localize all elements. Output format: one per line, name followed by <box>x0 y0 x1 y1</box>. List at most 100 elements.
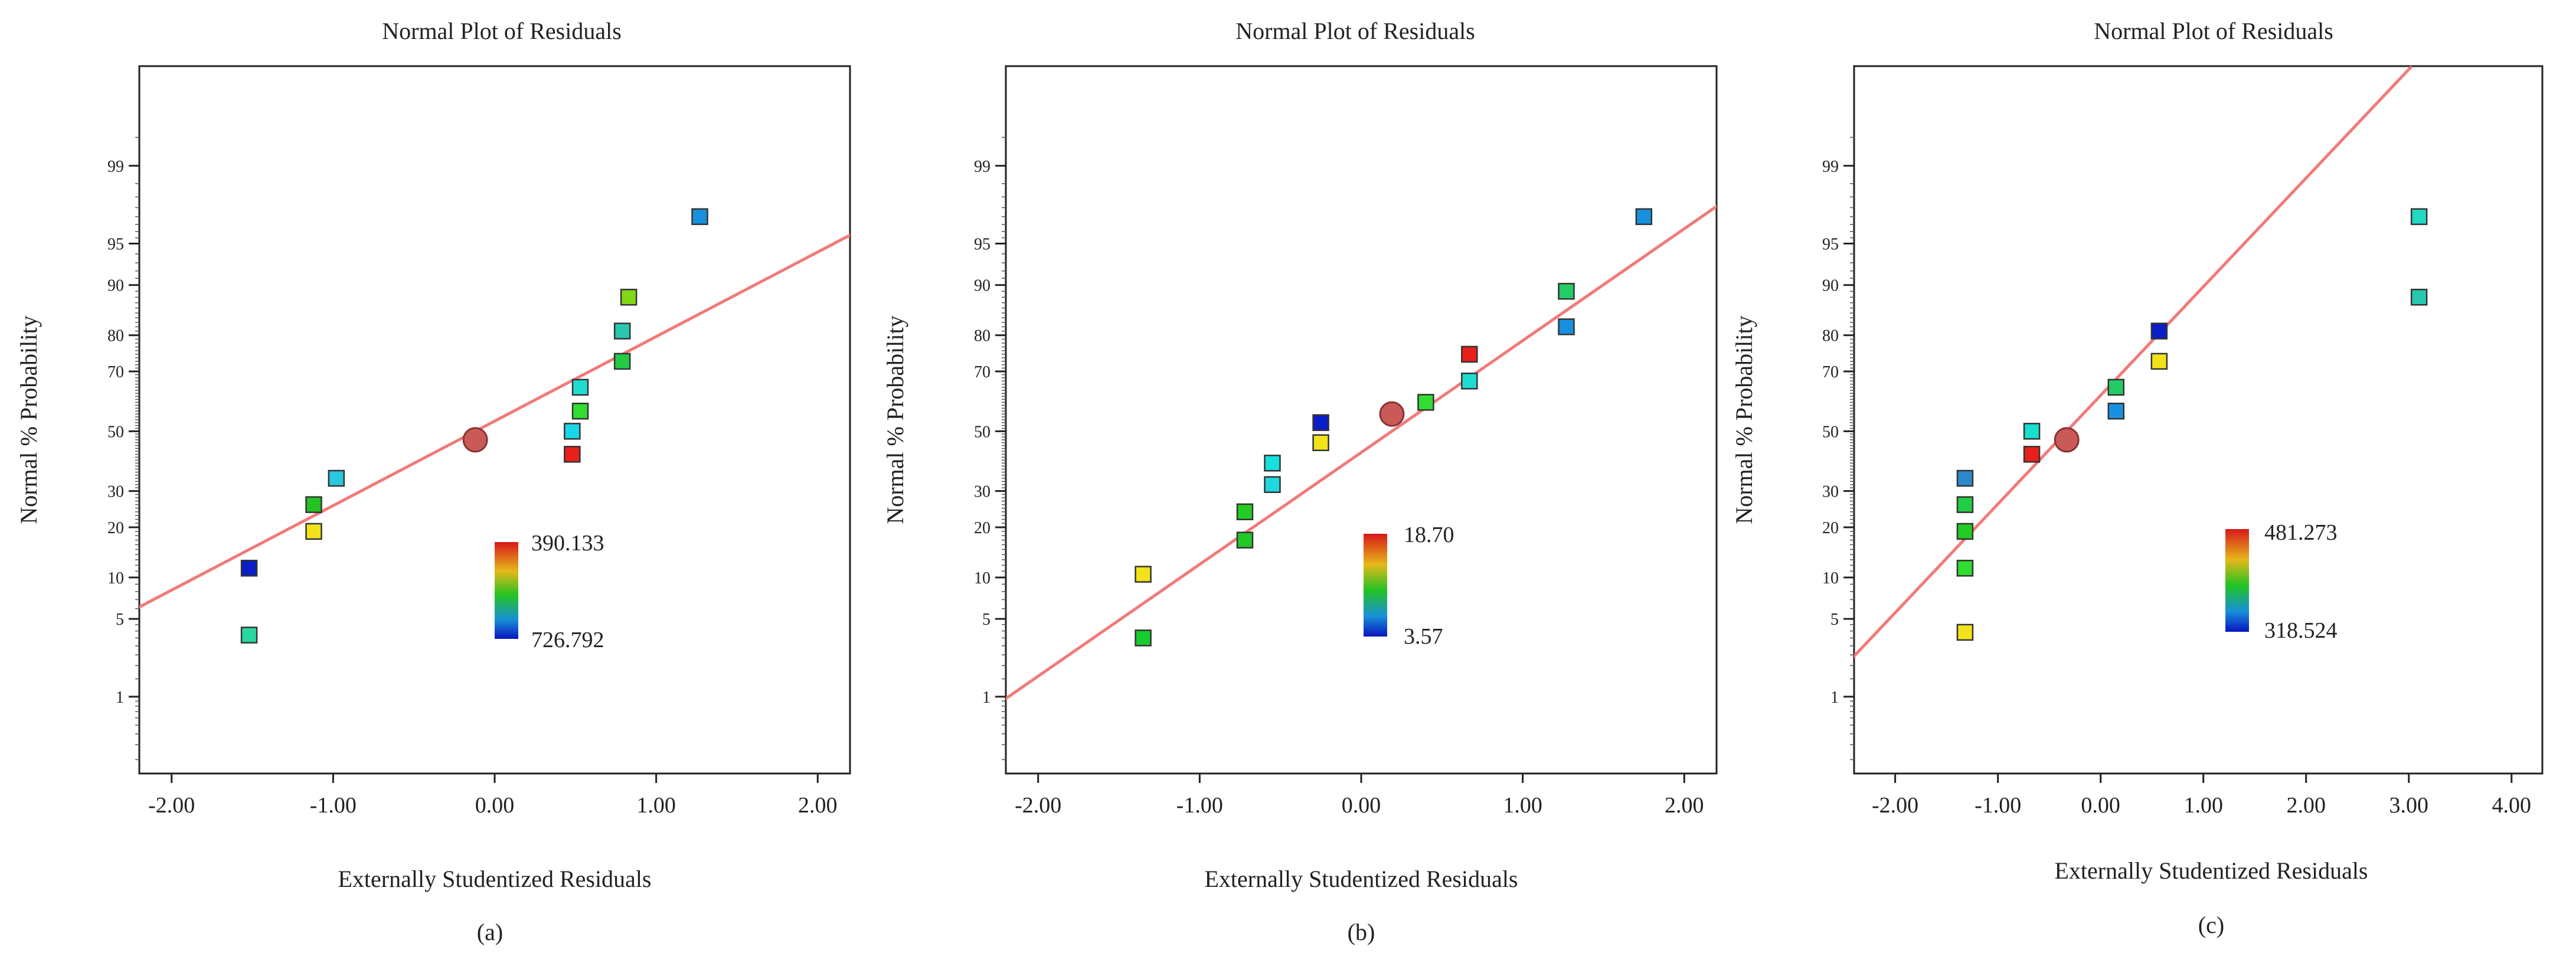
data-point <box>1956 496 1974 513</box>
data-point <box>2107 378 2125 396</box>
fit-line <box>139 233 850 609</box>
x-axis-label: Externally Studentized Residuals <box>338 866 652 892</box>
x-tick-label: -1.00 <box>1176 793 1223 818</box>
y-tick-label: 95 <box>974 235 990 253</box>
data-point <box>1312 434 1329 451</box>
y-axis-label: Normal % Probability <box>882 315 908 524</box>
legend-high-label: 481.273 <box>2264 520 2338 545</box>
y-tick-label: 80 <box>974 327 990 345</box>
legend-color-bar <box>1364 534 1387 637</box>
data-point <box>240 626 258 644</box>
data-point <box>613 322 631 340</box>
x-tick-label: -2.00 <box>1872 793 1918 818</box>
y-tick-label: 70 <box>107 363 124 381</box>
y-tick-label: 95 <box>1822 235 1839 253</box>
data-point <box>1461 373 1478 390</box>
legend-high-label: 18.70 <box>1404 523 1454 547</box>
figure-caption: (b) <box>1348 919 1375 945</box>
y-tick-label: 50 <box>1822 423 1839 441</box>
y-tick-label: 1 <box>116 688 124 707</box>
x-tick-label: 2.00 <box>2286 793 2326 818</box>
x-tick-label: 3.00 <box>2389 793 2429 818</box>
y-tick-label: 1 <box>1830 688 1839 707</box>
x-tick-label: -2.00 <box>148 793 195 818</box>
data-point <box>2410 208 2428 226</box>
data-point <box>1956 560 1974 577</box>
data-point <box>2023 446 2041 463</box>
y-tick-label: 90 <box>107 277 124 295</box>
plot-marks: -2.00 -1.00 0.00 1.00 2.00 3.00 4.00 1 5 10 20 30 50… <box>1822 66 2531 818</box>
data-point <box>1236 503 1254 521</box>
data-point <box>2150 353 2168 370</box>
y-tick-label: 10 <box>974 569 990 588</box>
data-point <box>240 560 258 577</box>
fit-line <box>1854 66 2413 658</box>
x-tick-label: -1.00 <box>1975 793 2021 818</box>
y-tick-label: 50 <box>974 423 990 441</box>
y-tick-label: 5 <box>116 611 124 629</box>
data-point <box>2410 289 2428 306</box>
data-point <box>1956 523 1974 540</box>
y-tick-label: 70 <box>1822 363 1839 381</box>
data-point <box>1135 566 1152 583</box>
y-axis-label: Normal % Probability <box>1731 315 1757 524</box>
x-tick-label: 1.00 <box>2183 793 2223 818</box>
data-point <box>2023 423 2041 440</box>
y-tick-label: 30 <box>1822 483 1839 501</box>
data-point <box>1956 624 1974 641</box>
legend-low-label: 726.792 <box>531 628 604 652</box>
x-axis-label: Externally Studentized Residuals <box>2055 857 2368 884</box>
data-point <box>1635 208 1653 226</box>
y-tick-label: 10 <box>1822 569 1839 588</box>
x-tick-label: -2.00 <box>1015 793 1061 818</box>
y-tick-label: 80 <box>1822 327 1839 345</box>
y-tick-label: 99 <box>1822 158 1839 176</box>
y-tick-label: 70 <box>974 363 990 381</box>
figure-caption: (a) <box>477 919 503 945</box>
data-point <box>305 496 322 513</box>
x-tick-label: 1.00 <box>636 793 676 818</box>
data-point <box>613 353 631 370</box>
y-tick-label: 20 <box>1822 519 1839 537</box>
data-point <box>305 523 322 540</box>
y-tick-label: 95 <box>107 235 124 253</box>
data-point <box>564 446 581 463</box>
data-point <box>1558 283 1575 300</box>
x-tick-label: -1.00 <box>310 793 357 818</box>
data-point <box>1236 531 1254 549</box>
chart-title: Normal Plot of Residuals <box>382 18 622 44</box>
mean-marker <box>2054 427 2080 453</box>
plot-frame <box>1005 65 1718 775</box>
chart-panel-c: Normal Plot of Residuals -2.00 -1.00 0.00 1… <box>1731 18 2544 938</box>
legend-color-bar <box>495 542 518 639</box>
x-tick-label: 0.00 <box>475 793 515 818</box>
legend-low-label: 3.57 <box>1404 624 1443 649</box>
y-tick-label: 80 <box>107 327 124 345</box>
legend-high-label: 390.133 <box>531 531 604 556</box>
data-point <box>328 469 345 487</box>
plot-frame <box>1853 65 2544 775</box>
data-point <box>1264 476 1281 493</box>
y-tick-label: 90 <box>1822 277 1839 295</box>
x-axis-label: Externally Studentized Residuals <box>1205 866 1518 892</box>
y-tick-label: 99 <box>107 158 124 176</box>
y-tick-label: 10 <box>107 569 124 588</box>
mean-marker <box>462 427 488 453</box>
fit-line <box>1006 204 1717 701</box>
chart-panel-a: Normal Plot of Residuals -2.00 -1.00 0.00 1… <box>15 18 851 945</box>
data-point <box>1417 394 1434 411</box>
y-tick-label: 1 <box>982 688 990 707</box>
x-tick-label: 2.00 <box>1665 793 1704 818</box>
legend-color-bar <box>2225 529 2249 632</box>
data-point <box>620 289 638 306</box>
x-tick-label: 1.00 <box>1503 793 1542 818</box>
data-point <box>1312 414 1329 432</box>
mean-marker <box>1379 401 1405 427</box>
y-tick-label: 90 <box>974 277 990 295</box>
y-tick-label: 50 <box>107 423 124 441</box>
data-point <box>1956 469 1974 487</box>
legend-low-label: 318.524 <box>2264 618 2338 643</box>
chart-panel-b: Normal Plot of Residuals -2.00 -1.00 0.00 1… <box>882 18 1718 945</box>
data-point <box>1135 629 1152 647</box>
